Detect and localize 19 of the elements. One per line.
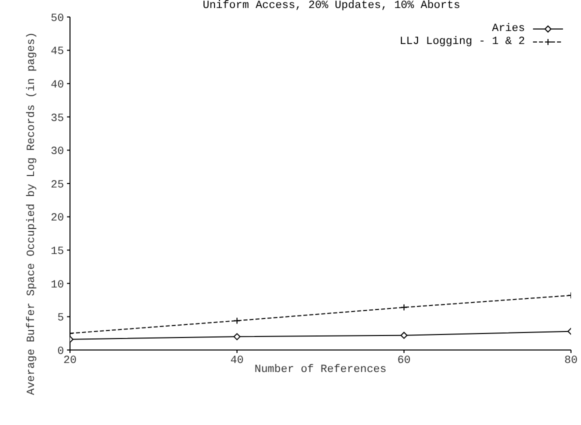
y-tick-label: 25	[50, 179, 64, 192]
x-tick-label: 60	[397, 354, 411, 367]
y-tick-label: 30	[50, 146, 64, 158]
legend-label: Aries	[492, 22, 525, 34]
y-tick-label: 50	[50, 12, 64, 25]
chart-title: Uniform Access, 20% Updates, 10% Aborts	[202, 0, 462, 12]
x-tick-label: 80	[564, 354, 578, 367]
y-tick-label: 10	[50, 279, 64, 292]
y-tick-label: 35	[50, 112, 64, 125]
y-tick-label: 20	[50, 212, 64, 225]
y-tick-label: 5	[57, 312, 64, 325]
x-tick-label: 40	[230, 354, 244, 367]
y-tick-label: 45	[50, 46, 64, 58]
x-axis-title: Number of References	[254, 364, 387, 376]
y-tick-label: 15	[50, 246, 64, 258]
legend-label: LLJ Logging - 1 & 2	[400, 36, 525, 48]
y-tick-label: 0	[57, 346, 64, 358]
y-tick-label: 40	[50, 80, 64, 92]
y-axis-title: Average Buffer Space Occupied by Log Records (in pages)	[26, 32, 38, 396]
